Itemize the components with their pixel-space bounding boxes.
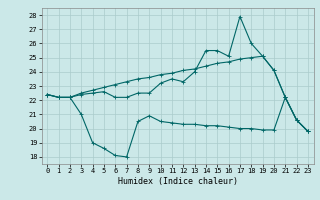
X-axis label: Humidex (Indice chaleur): Humidex (Indice chaleur) [118,177,237,186]
